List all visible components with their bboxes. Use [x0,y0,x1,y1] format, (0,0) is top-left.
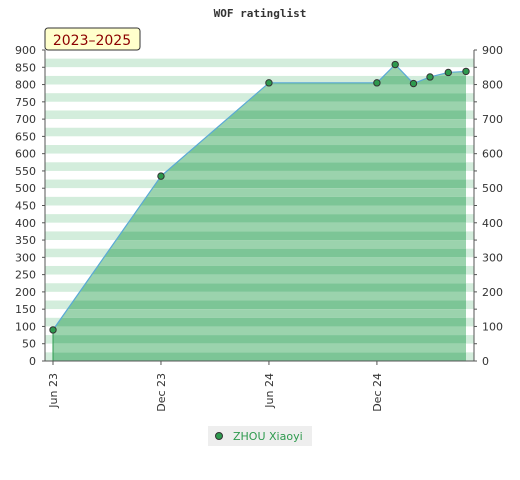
area-band [53,110,466,120]
y-tick-label-right: 100 [482,320,503,333]
background-band [45,84,474,94]
y-tick-label-right: 600 [482,148,503,161]
area-band [53,343,466,353]
background-band [45,50,474,59]
area-band [53,179,466,189]
area-band [53,170,466,180]
y-tick-label-left: 500 [15,182,36,195]
y-tick-label-right: 900 [482,44,503,57]
period-label: 2023–2025 [53,33,131,49]
y-tick-label-left: 0 [29,355,36,368]
background-band [45,58,474,68]
y-tick-label-left: 350 [15,234,36,247]
y-tick-label-left: 800 [15,79,36,92]
y-tick-label-right: 300 [482,251,503,264]
area-band [53,93,466,102]
x-tick-label: Jun 24 [263,373,276,409]
area-band [53,274,466,284]
area-band [53,145,466,154]
data-point [462,67,470,76]
area-band [53,335,466,344]
y-tick-label-left: 600 [15,148,36,161]
y-tick-label-right: 200 [482,286,503,299]
area-band [53,222,466,232]
legend: ZHOU Xiaoyi [208,426,312,446]
y-axis-right: 0 100 200 300 400 500 600 700 800 900 [473,44,503,368]
area-band [53,283,466,292]
y-axis-left: 0 50 100 150 200 250 300 350 400 450 500 550 600 650 7… [15,44,46,368]
area-band [53,101,466,111]
y-tick-label-left: 200 [15,286,36,299]
data-point [373,79,381,87]
area-band [53,214,466,223]
legend-label: ZHOU Xiaoyi [233,430,303,443]
y-tick-label-left: 250 [15,269,36,282]
y-tick-label-left: 150 [15,303,36,316]
y-tick-label-right: 0 [482,355,489,368]
y-tick-label-right: 400 [482,217,503,230]
area-band [53,309,466,318]
area-band [53,326,466,336]
area-band [53,240,466,249]
y-tick-label-left: 300 [15,251,36,264]
area-band [53,188,466,197]
y-tick-label-left: 900 [15,44,36,57]
legend-marker [215,432,223,440]
area-band [53,162,466,171]
area-band [53,205,466,215]
data-point [409,79,418,88]
area-band [53,196,466,206]
area-band [53,265,466,275]
x-tick-label: Dec 23 [155,373,168,412]
y-tick-label-left: 100 [15,320,36,333]
y-tick-label-left: 450 [15,200,36,213]
area-band [53,257,466,266]
area-band [53,291,466,301]
y-tick-label-right: 700 [482,113,503,126]
area-band [53,352,466,361]
y-tick-label-right: 500 [482,182,503,195]
y-tick-label-left: 550 [15,165,36,178]
y-tick-label-left: 650 [15,130,36,143]
period-badge: 2023–2025 [44,27,141,51]
background-band [45,67,474,76]
data-point [391,60,399,69]
area-band [53,300,466,310]
area-band [53,136,466,146]
area-band [53,317,466,327]
area-band [53,248,466,258]
data-point [157,172,165,180]
y-tick-label-left: 850 [15,61,36,74]
x-axis: Jun 23 Dec 23 Jun 24 Dec 24 [45,360,474,412]
data-point [444,68,452,77]
area-band [53,127,466,137]
x-tick-label: Jun 23 [47,373,60,409]
y-tick-label-left: 750 [15,96,36,109]
background-band [45,75,474,85]
data-point [265,79,273,87]
x-tick-label: Dec 24 [371,373,384,412]
area-band [53,153,466,163]
data-point [426,73,434,81]
chart-title: WOF ratinglist [214,7,307,20]
y-tick-label-left: 50 [22,338,36,351]
y-tick-label-left: 400 [15,217,36,230]
y-tick-label-left: 700 [15,113,36,126]
y-tick-label-right: 800 [482,79,503,92]
data-point [49,326,57,334]
area-band [53,231,466,241]
area-band [53,119,466,128]
